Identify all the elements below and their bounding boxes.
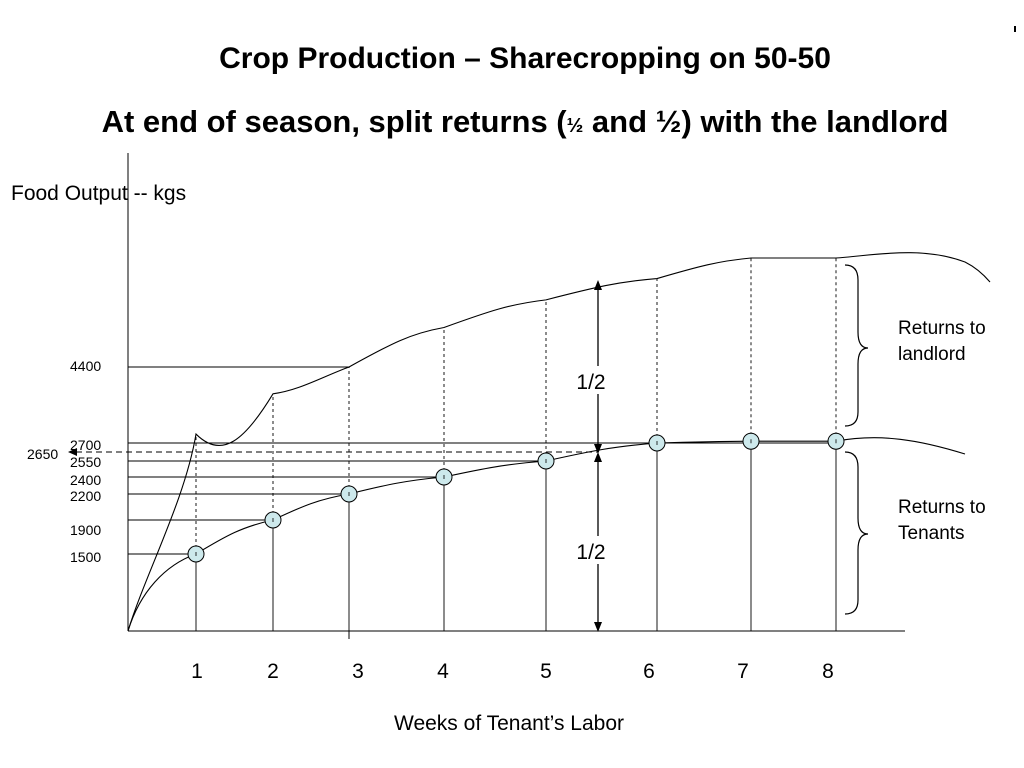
half-label-upper: 1/2 xyxy=(576,371,605,394)
chart-subtitle: At end of season, split returns (½ and ½… xyxy=(0,104,1024,140)
y-tick-label-4400: 4400 xyxy=(70,358,101,374)
drop-lines xyxy=(195,258,837,631)
x-tick-label-3: 3 xyxy=(352,660,364,683)
half-arrow-upper-head-bottom xyxy=(594,444,602,454)
x-tick-label-8: 8 xyxy=(822,660,834,683)
y-axis-label: Food Output -- kgs xyxy=(11,182,186,205)
x-tick-labels: 1 2 3 4 5 6 7 8 xyxy=(191,660,834,683)
x-tick-label-7: 7 xyxy=(737,660,749,683)
y-tick-label-2200: 2200 xyxy=(70,488,101,504)
brace-upper-text-line-2: landlord xyxy=(898,344,966,365)
subtitle-half-small: ½ xyxy=(566,115,584,137)
half-arrow-upper-head-top xyxy=(594,280,602,290)
half-arrow-lower-head-bottom xyxy=(594,622,602,632)
chart-title: Crop Production – Sharecropping on 50-50 xyxy=(219,42,831,75)
brace-lower-text-line-1: Returns to xyxy=(898,497,986,518)
tenant-share-curve xyxy=(127,437,966,632)
y-tick-label-2400: 2400 xyxy=(70,472,101,488)
data-points xyxy=(187,432,845,563)
x-tick-label-5: 5 xyxy=(540,660,552,683)
half-label-bg-lower xyxy=(572,536,612,564)
level-2650-arrowhead xyxy=(68,448,77,456)
x-tick-label-6: 6 xyxy=(643,660,655,683)
brace-landlord xyxy=(844,264,869,427)
y-tick-label-2700: 2700 xyxy=(70,437,101,453)
brace-landlord-label: Returns to landlord xyxy=(898,318,986,365)
half-arrow-lower-head-top xyxy=(594,452,602,462)
x-tick-label-4: 4 xyxy=(437,660,449,683)
y-tick-label-2550: 2550 xyxy=(70,454,101,470)
y-tick-label-1500: 1500 xyxy=(70,549,101,565)
brace-tenants xyxy=(844,451,869,615)
brace-upper-text-line-1: Returns to xyxy=(898,318,986,339)
brace-tenants-label: Returns to Tenants xyxy=(898,497,986,544)
x-axis-label: Weeks of Tenant’s Labor xyxy=(394,712,624,735)
subtitle-end: and ½) with the landlord xyxy=(583,104,949,139)
y-tick-label-2650: 2650 xyxy=(27,446,58,462)
level-lines xyxy=(68,366,836,555)
half-label-lower: 1/2 xyxy=(576,541,605,564)
x-tick-label-2: 2 xyxy=(267,660,279,683)
half-label-bg-upper xyxy=(572,366,612,394)
x-tick-label-1: 1 xyxy=(191,660,203,683)
total-output-curve xyxy=(127,252,991,632)
y-tick-label-1900: 1900 xyxy=(70,522,101,538)
brace-lower-text-line-2: Tenants xyxy=(898,523,965,544)
subtitle-start: At end of season, split returns ( xyxy=(101,104,567,139)
